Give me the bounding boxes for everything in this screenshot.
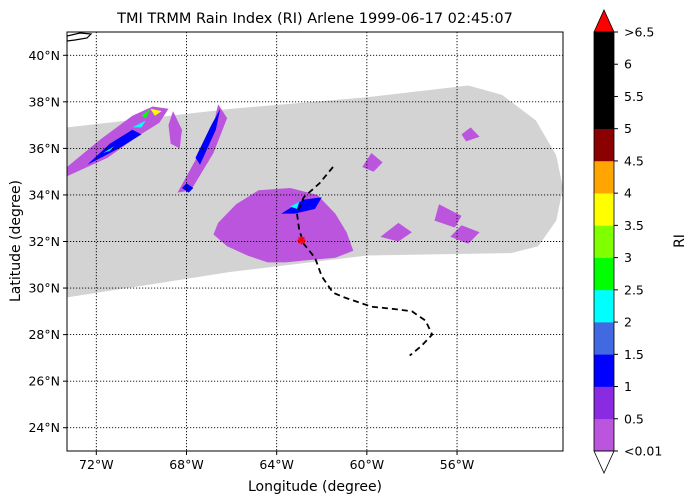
colorbar-segment [594,418,614,452]
x-tick-label: 56°W [440,457,475,472]
colorbar-segment [594,32,614,65]
colorbar-over-arrow [593,9,615,33]
x-axis: 72°W 68°W 64°W 60°W 56°W [79,451,474,472]
x-axis-label: Longitude (degree) [248,479,382,495]
satellite-swath [67,85,563,298]
coastline [67,32,93,42]
colorbar-tick-label: 1 [624,379,632,394]
colorbar-tick-label: 2.5 [624,282,644,297]
y-tick-label: 36°N [28,141,60,156]
colorbar-ticks: <0.01 0.5 1 1.5 2 2.5 3 3.5 4 4.5 5 5.5 6 >6.5 [614,25,662,459]
colorbar-tick-label: 1.5 [624,347,644,362]
colorbar-segment [594,160,614,194]
colorbar-tick-label: 2 [624,315,632,330]
colorbar-under-arrow [593,450,615,474]
colorbar-tick-label: 4.5 [624,153,644,168]
colorbar-segment [594,257,614,291]
y-tick-label: 38°N [28,94,60,109]
colorbar-frame [593,31,615,452]
colorbar-tick-label: 3 [624,250,632,265]
rain-region-green [141,108,151,119]
rain-region-purple [461,127,480,142]
colorbar-segment [594,128,614,162]
rain-region-purple [168,111,182,149]
x-tick-label: 68°W [169,457,204,472]
colorbar-tick-label: 0.5 [624,411,644,426]
y-tick-label: 34°N [28,187,60,202]
rain-region-cyan [290,201,300,209]
y-tick-label: 24°N [28,420,60,435]
plot-area [67,32,563,451]
rain-region-purple [285,241,302,254]
rain-region-purple [380,222,412,242]
colorbar-segment [594,322,614,355]
colorbar-segment [594,386,614,420]
rain-region-blue [281,197,322,214]
colorbar-tick-label: <0.01 [624,444,662,459]
rain-region-purple [450,225,480,244]
rain-region-yellow [150,108,162,116]
rain-region-blue [195,108,221,165]
x-tick-label: 72°W [79,457,114,472]
y-tick-label: 30°N [28,281,60,296]
storm-center-marker [297,236,306,245]
y-axis-label: Latitude (degree) [8,180,24,302]
colorbar-tick-label: >6.5 [624,25,654,40]
colorbar-segment [594,96,614,129]
colorbar-label: RI [672,234,688,248]
y-tick-label: 32°N [28,234,60,249]
colorbar-tick-label: 3.5 [624,218,644,233]
colorbar-tick-label: 4 [624,186,632,201]
colorbar-segment [594,289,614,323]
colorbar-tick-label: 6 [624,57,632,72]
rain-region-purple [434,204,462,228]
storm-track [296,166,434,357]
colorbar-segment [594,64,614,97]
rain-region-blue [182,183,194,193]
rain-region-cyan [132,120,146,128]
x-tick-label: 64°W [259,457,294,472]
colorbar-segment [594,354,614,387]
rain-region-blue [87,129,142,165]
rain-region-cyan [103,146,115,153]
chart-title: TMI TRMM Rain Index (RI) Arlene 1999-06-… [116,11,513,27]
rain-region-purple [213,188,354,263]
y-tick-label: 28°N [28,327,60,342]
colorbar-segment [594,193,614,226]
y-axis: 24°N 26°N 28°N 30°N 32°N 34°N 36°N 38°N 40°N [28,48,67,435]
rain-region-purple [362,153,383,172]
colorbar [593,9,615,474]
colorbar-tick-label: 5.5 [624,89,644,104]
y-tick-label: 40°N [28,48,60,63]
y-tick-label: 26°N [28,374,60,389]
x-tick-label: 60°W [350,457,385,472]
colorbar-tick-label: 5 [624,121,632,136]
colorbar-segment [594,225,614,258]
